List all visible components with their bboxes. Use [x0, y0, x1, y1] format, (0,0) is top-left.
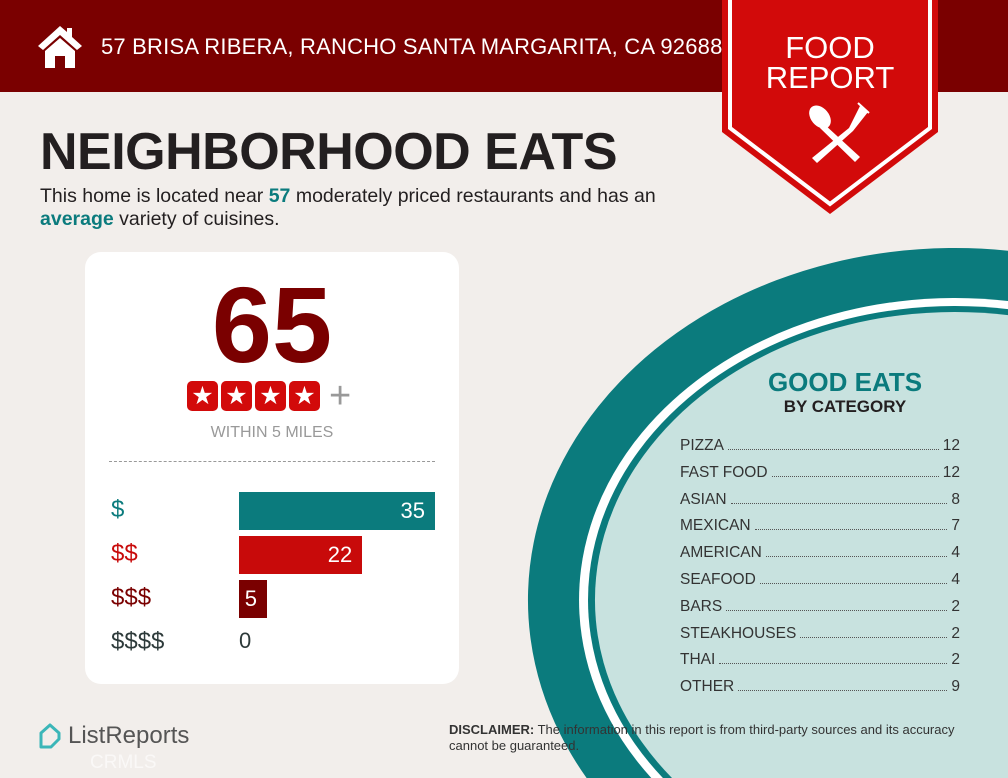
category-name: OTHER	[680, 678, 735, 696]
category-count: 2	[951, 651, 960, 669]
watermark: CRMLS	[90, 752, 157, 773]
badge-line-report: REPORT	[765, 60, 895, 95]
category-name: PIZZA	[680, 437, 724, 454]
price-tier-label: $$$$	[111, 628, 165, 655]
star-icon: ★	[221, 381, 252, 411]
plus-icon: +	[329, 375, 352, 417]
variety-level: average	[40, 208, 114, 230]
category-count: 7	[951, 517, 960, 535]
category-name: SEAFOOD	[680, 570, 756, 588]
category-name: FAST FOOD	[680, 463, 768, 481]
category-row: OTHER 9	[680, 678, 960, 705]
price-tier-bar: 35	[239, 492, 435, 530]
listreports-logo: ListReports	[38, 722, 189, 750]
divider	[109, 461, 435, 462]
summary-text: This home is located near 57 moderately …	[40, 185, 656, 230]
category-row: STEAKHOUSES 2	[680, 625, 960, 652]
price-tier-label: $$	[111, 540, 138, 567]
category-row: MEXICAN 7	[680, 517, 960, 544]
leader-dots	[738, 690, 948, 692]
star-icon: ★	[289, 381, 320, 411]
disclaimer: DISCLAIMER: The information in this repo…	[449, 722, 955, 753]
listreports-logo-icon	[39, 723, 61, 749]
category-count: 2	[951, 597, 960, 615]
restaurant-score: 65	[211, 264, 333, 385]
badge-line-food: FOOD	[785, 30, 875, 65]
star-rating: ★ ★ ★ ★ +	[187, 375, 352, 417]
category-row: THAI 2	[680, 651, 960, 678]
category-count: 9	[951, 678, 960, 696]
price-tier-bar: 5	[239, 580, 267, 618]
leader-dots	[719, 663, 948, 665]
home-icon	[38, 26, 82, 68]
restaurant-count: 57	[268, 185, 291, 207]
page-title: NEIGHBORHOOD EATS	[40, 123, 618, 181]
leader-dots	[759, 582, 948, 584]
leader-dots	[754, 529, 948, 531]
leader-dots	[727, 449, 939, 450]
food-report-badge	[722, 0, 938, 214]
price-tier-label: $	[111, 496, 125, 523]
utensils-icon	[809, 102, 870, 163]
leader-dots	[771, 475, 939, 477]
price-tier-label: $$$	[111, 584, 152, 611]
price-tier-row: $$$ 5	[111, 580, 441, 618]
price-tier-row: $$$$ 0	[111, 624, 441, 662]
star-icon: ★	[255, 381, 286, 411]
property-address: 57 BRISA RIBERA, RANCHO SANTA MARGARITA,…	[101, 34, 723, 59]
category-name: BARS	[680, 597, 723, 615]
category-count: 12	[942, 437, 960, 454]
category-count: 2	[951, 624, 960, 642]
good-eats-title: GOOD EATS	[767, 367, 923, 397]
leader-dots	[800, 636, 948, 638]
category-name: THAI	[680, 651, 716, 669]
plate-center	[594, 311, 1008, 778]
category-row: SEAFOOD 4	[680, 571, 960, 598]
category-count: 8	[951, 490, 960, 508]
leader-dots	[726, 609, 948, 611]
price-tier-row: $35	[111, 492, 441, 530]
score-card: 65 ★ ★ ★ ★ + WITHIN 5 MILES $35 $$ 22 $$$ 5 $…	[85, 252, 459, 684]
category-name: AMERICAN	[680, 544, 762, 562]
category-name: ASIAN	[680, 490, 727, 508]
category-count: 4	[951, 570, 960, 588]
leader-dots	[730, 502, 948, 504]
category-count: 4	[951, 544, 960, 562]
price-tier-value: 0	[239, 628, 252, 653]
good-eats-subtitle: BY CATEGORY	[783, 397, 907, 416]
leader-dots	[765, 556, 948, 558]
radius-label: WITHIN 5 MILES	[210, 424, 334, 441]
price-tier-row: $$ 22	[111, 536, 441, 574]
category-name: STEAKHOUSES	[680, 624, 797, 642]
price-tier-bar: 22	[239, 536, 363, 574]
category-count: 12	[942, 463, 960, 481]
category-row: FAST FOOD 12	[680, 464, 960, 491]
category-list: PIZZA 12 FAST FOOD 12 ASIAN 8 MEXICAN 7 AMERICAN…	[680, 437, 960, 705]
category-row: PIZZA 12	[680, 437, 960, 464]
star-icon: ★	[187, 381, 218, 411]
category-name: MEXICAN	[680, 517, 751, 535]
category-row: ASIAN 8	[680, 491, 960, 518]
category-row: AMERICAN 4	[680, 544, 960, 571]
category-row: BARS 2	[680, 598, 960, 625]
